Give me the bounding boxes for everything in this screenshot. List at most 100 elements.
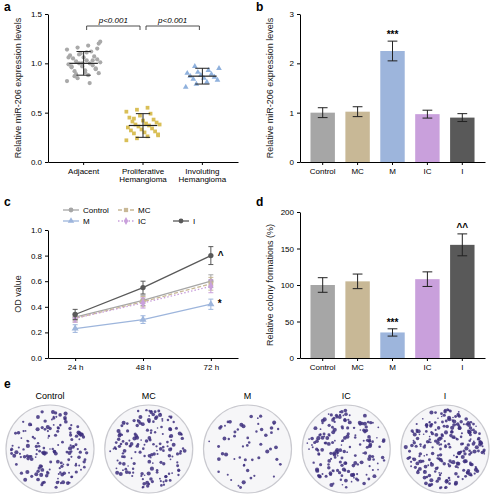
colony-dot [180,433,182,435]
x-tick-label: M [389,167,396,176]
colony-dot [419,460,423,464]
y-tick-label: 0 [290,354,295,363]
colony-dot [439,448,442,451]
colony-dot [25,430,27,432]
colony-dot [317,452,320,455]
colony-dot [10,448,13,451]
colony-dot [243,464,245,466]
colony-dot [223,437,227,441]
colony-dot [452,419,454,421]
colony-dot [163,484,165,486]
colony-dot [329,452,332,455]
point [183,84,189,89]
colony-dot [473,441,475,443]
colony-dot [450,426,454,430]
colony-dot [425,430,428,433]
colony-dot [116,467,118,469]
colony-dot [440,412,443,415]
colony-dot [150,467,154,471]
colony-dot [172,443,176,447]
y-axis-line [48,15,49,163]
dish-label: MC [142,391,156,401]
colony-dot [345,486,348,489]
colony-dot [43,452,45,454]
colony-dot [175,427,178,430]
panel-letter: b [256,0,263,14]
colony-dot [318,433,321,436]
colony-dot [75,434,78,437]
point [139,315,146,321]
colony-dot [334,456,337,459]
colony-dot [367,421,370,424]
colony-dot [460,436,463,439]
colony-dot [224,452,228,456]
point [126,126,130,130]
y-tick-mark [45,256,48,257]
point [97,71,101,75]
colony-dot [277,428,279,430]
point [75,45,79,49]
colony-dot [148,415,150,417]
y-tick-mark [45,14,48,15]
colony-dot [336,469,339,472]
colony-dot [424,465,428,469]
colony-dot [168,427,172,431]
y-tick-mark [297,322,300,323]
colony-dot [360,422,364,426]
error-bar [208,280,213,293]
colony-dot [414,466,417,469]
error-bar [423,272,433,287]
colony-dot [445,420,448,423]
x-axis: 24 h48 h72 h [49,358,239,372]
colony-dot [149,477,153,481]
colony-dot [449,446,452,449]
colony-dot [12,454,16,458]
colony-dot [224,425,226,427]
colony-dot [331,430,335,434]
colony-dot [325,475,328,478]
colony-dot [37,442,39,444]
colony-dot [343,415,345,417]
colony-dot [56,460,60,464]
colony-dot [57,426,60,429]
colony-dot [118,434,122,438]
colony-dot [315,447,318,450]
colony-dot [25,470,29,474]
colony-dot [70,438,73,441]
sd-bar [136,114,150,138]
colony-dot [181,437,184,440]
colony-dot [71,445,75,449]
colony-dot [85,451,88,454]
colony-dot [327,459,331,463]
colony-dot [457,475,460,478]
colony-dot [157,427,159,429]
colony-dot [310,437,314,441]
colony-dot [67,451,71,455]
colony-dot [371,455,374,458]
colony-dot [451,436,453,438]
colony-dot [344,409,348,413]
error-bar [208,277,213,290]
colony-dot [478,442,482,446]
colony-dot [259,415,262,418]
colony-dot [378,445,381,448]
colony-dot [54,434,57,437]
colony-dot [178,469,180,471]
colony-dot [30,455,33,458]
colony-dot [47,437,49,439]
colony-dot [125,442,128,445]
error-bar [318,108,328,118]
colony-dot [456,456,458,458]
colony-dot [115,471,119,475]
colony-dot [377,426,379,428]
point [192,63,198,68]
colony-dot [173,421,175,423]
colony-dot [59,424,61,426]
colony-dot [419,452,422,455]
colony-dot [164,475,167,478]
point [146,106,150,110]
y-axis: 0.00.20.40.60.81.0 [31,226,49,363]
colony-dot [75,464,78,467]
y-tick: 0.6 [31,277,48,286]
series-line [75,281,211,317]
